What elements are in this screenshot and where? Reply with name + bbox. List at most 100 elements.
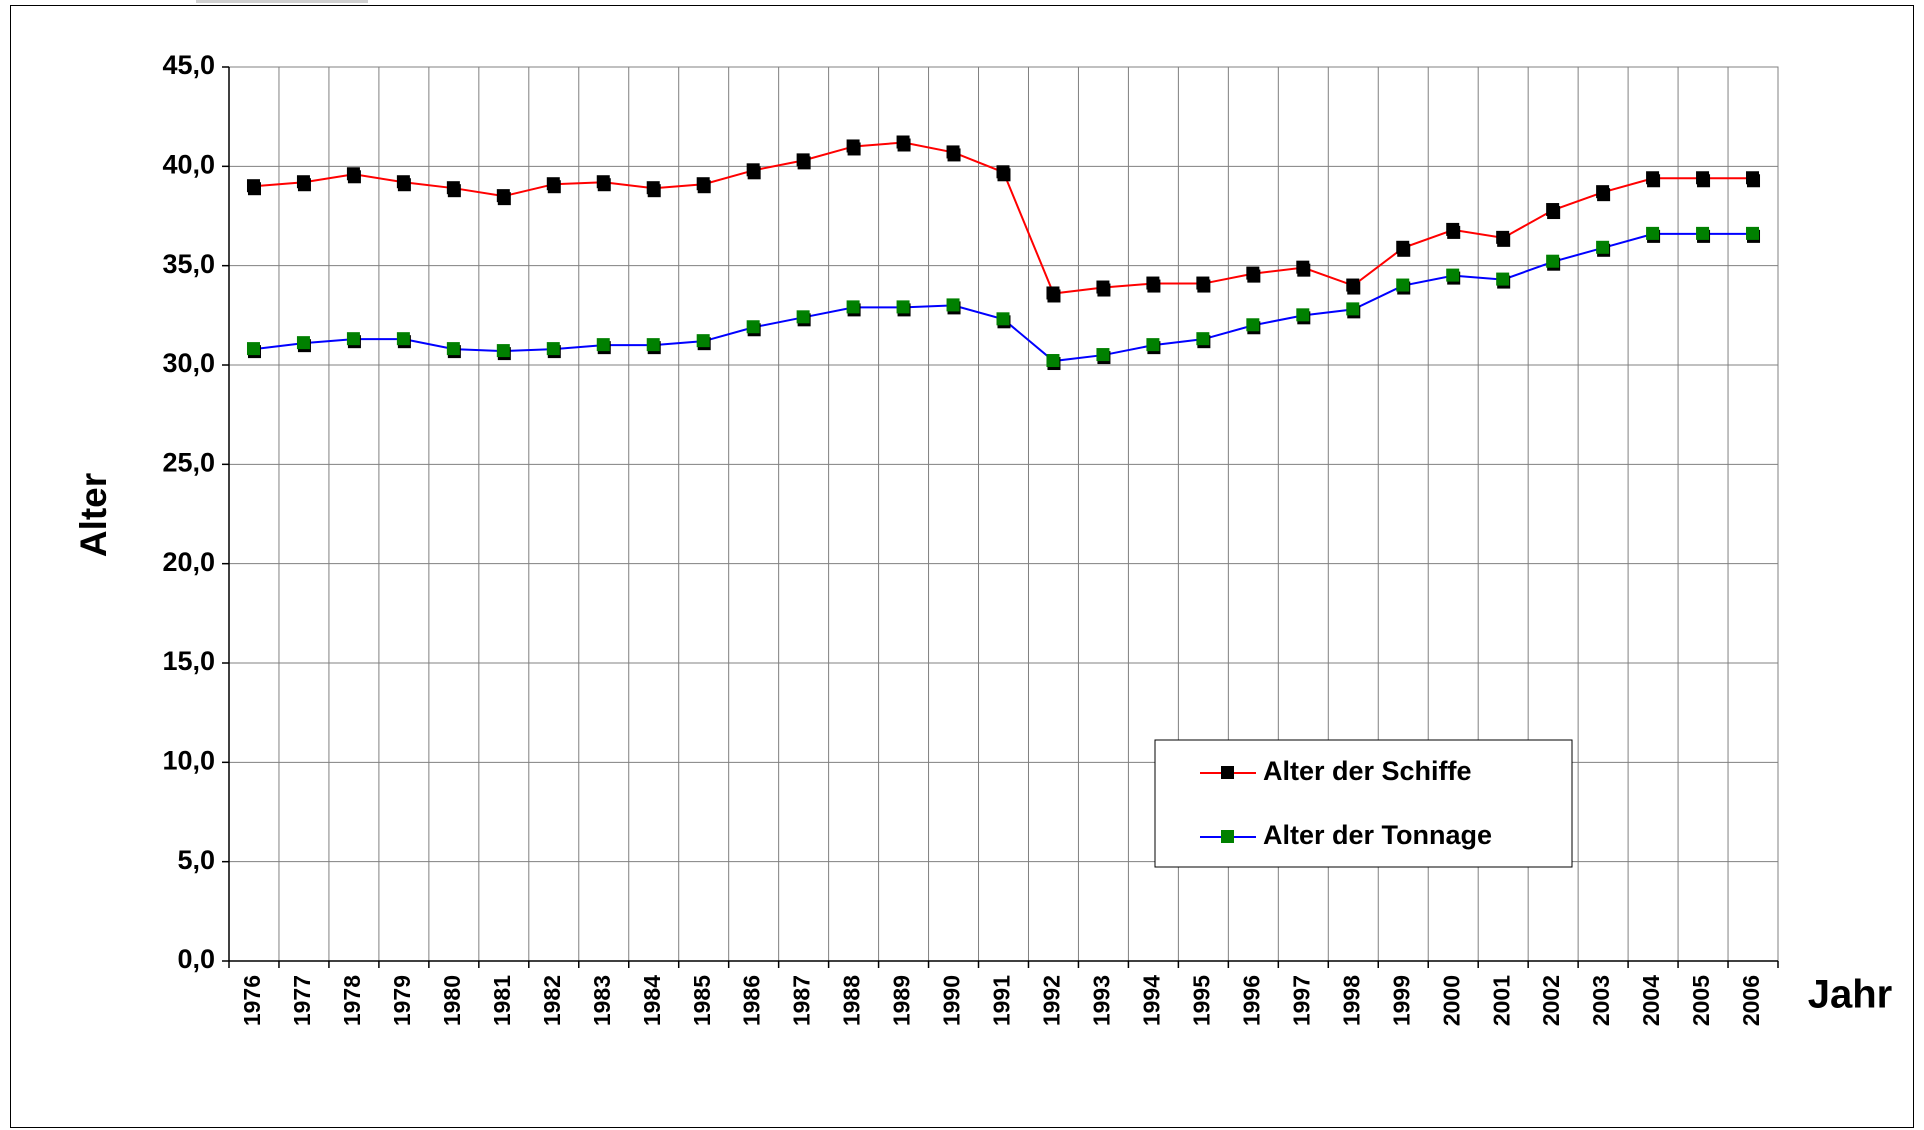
marker	[1596, 185, 1610, 199]
x-tick-label: 1997	[1288, 975, 1314, 1026]
marker	[996, 312, 1010, 326]
y-tick-label: 35,0	[162, 249, 215, 279]
marker	[1746, 226, 1760, 240]
marker	[646, 338, 660, 352]
x-tick-label: 1983	[589, 975, 615, 1026]
marker	[696, 334, 710, 348]
marker	[446, 342, 460, 356]
marker	[1146, 276, 1160, 290]
marker	[1446, 268, 1460, 282]
marker	[396, 332, 410, 346]
marker	[696, 177, 710, 191]
y-tick-label: 40,0	[162, 149, 215, 179]
x-tick-label: 1991	[989, 975, 1015, 1026]
x-tick-label: 1996	[1238, 975, 1264, 1026]
marker	[346, 167, 360, 181]
y-tick-label: 15,0	[162, 646, 215, 676]
y-tick-label: 0,0	[177, 944, 215, 974]
legend-label: Alter der Schiffe	[1263, 756, 1472, 786]
marker	[1046, 354, 1060, 368]
marker	[1446, 222, 1460, 236]
marker	[496, 189, 510, 203]
x-tick-label: 2004	[1638, 975, 1664, 1026]
marker	[246, 179, 260, 193]
marker	[1246, 266, 1260, 280]
x-tick-label: 1982	[539, 975, 565, 1026]
marker	[1496, 272, 1510, 286]
marker	[546, 342, 560, 356]
marker	[1546, 254, 1560, 268]
marker	[396, 175, 410, 189]
marker	[946, 145, 960, 159]
marker	[946, 298, 960, 312]
x-tick-label: 1988	[839, 975, 865, 1026]
x-tick-label: 1978	[339, 975, 365, 1026]
x-axis-title: Jahr	[1808, 973, 1893, 1017]
x-tick-label: 2001	[1488, 975, 1514, 1026]
x-tick-label: 1989	[889, 975, 915, 1026]
y-tick-label: 45,0	[162, 50, 215, 80]
legend-box	[1154, 739, 1573, 868]
marker	[446, 181, 460, 195]
x-tick-label: 1980	[439, 975, 465, 1026]
x-tick-label: 1977	[289, 975, 315, 1026]
marker	[746, 163, 760, 177]
marker	[796, 153, 810, 167]
marker	[296, 336, 310, 350]
marker	[1096, 348, 1110, 362]
x-tick-label: 1976	[239, 975, 265, 1026]
x-tick-label: 1979	[389, 975, 415, 1026]
marker	[846, 300, 860, 314]
marker	[296, 175, 310, 189]
marker	[496, 344, 510, 358]
marker	[1046, 286, 1060, 300]
marker	[596, 338, 610, 352]
marker	[1596, 240, 1610, 254]
y-axis-title: Alter	[73, 473, 114, 557]
marker	[1746, 171, 1760, 185]
x-tick-label: 1994	[1138, 975, 1164, 1026]
marker	[1546, 203, 1560, 217]
y-tick-label: 20,0	[162, 547, 215, 577]
marker	[1396, 278, 1410, 292]
marker	[846, 139, 860, 153]
marker	[546, 177, 560, 191]
x-tick-label: 2000	[1438, 975, 1464, 1026]
x-tick-label: 1993	[1089, 975, 1115, 1026]
marker	[1696, 171, 1710, 185]
marker	[1096, 280, 1110, 294]
y-tick-label: 30,0	[162, 348, 215, 378]
marker	[346, 332, 360, 346]
x-tick-label: 1984	[639, 975, 665, 1026]
legend-label: Alter der Tonnage	[1263, 820, 1492, 850]
sheet-tab	[196, 0, 368, 3]
y-tick-label: 5,0	[177, 845, 215, 875]
x-tick-label: 1999	[1388, 975, 1414, 1026]
marker	[1246, 318, 1260, 332]
legend-marker	[1221, 830, 1234, 843]
marker	[1196, 276, 1210, 290]
marker	[246, 342, 260, 356]
x-tick-label: 1995	[1188, 975, 1214, 1026]
x-tick-label: 2005	[1688, 975, 1714, 1026]
x-tick-label: 1985	[689, 975, 715, 1026]
y-tick-label: 10,0	[162, 745, 215, 775]
x-tick-label: 1987	[789, 975, 815, 1026]
marker	[1646, 171, 1660, 185]
y-tick-label: 25,0	[162, 447, 215, 477]
marker	[1296, 308, 1310, 322]
marker	[1346, 278, 1360, 292]
marker	[1196, 332, 1210, 346]
marker	[1696, 226, 1710, 240]
x-tick-label: 1986	[739, 975, 765, 1026]
marker	[1146, 338, 1160, 352]
marker	[896, 300, 910, 314]
x-tick-label: 2003	[1588, 975, 1614, 1026]
marker	[746, 320, 760, 334]
legend-marker	[1221, 766, 1234, 779]
x-tick-label: 1998	[1338, 975, 1364, 1026]
marker	[996, 165, 1010, 179]
x-tick-label: 1992	[1039, 975, 1065, 1026]
marker	[646, 181, 660, 195]
